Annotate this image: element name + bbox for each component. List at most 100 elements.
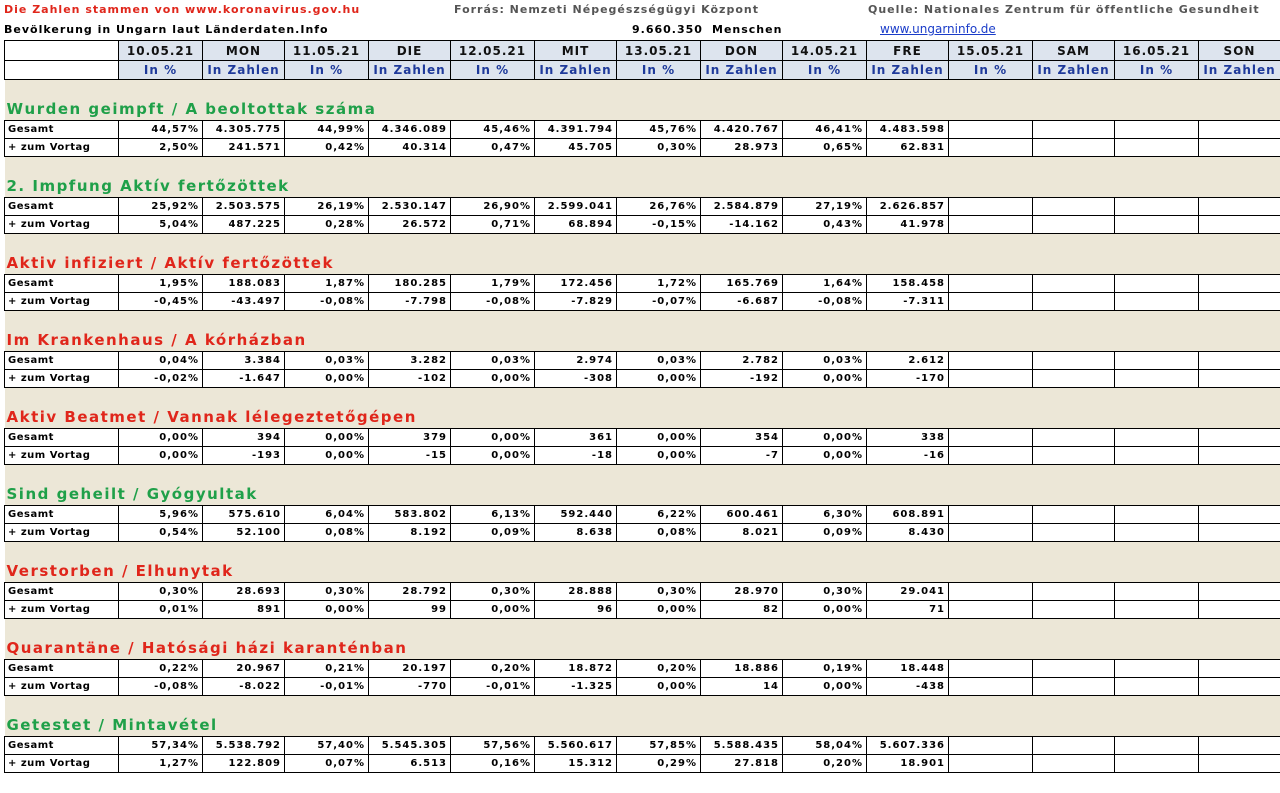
column-header: 16.05.21 bbox=[1114, 40, 1199, 61]
row-label: Gesamt bbox=[4, 659, 119, 678]
empty-cell bbox=[948, 659, 1033, 678]
column-header: MON bbox=[202, 40, 285, 61]
section-header: Aktiv Beatmet / Vannak lélegeztetőgépen bbox=[4, 387, 1280, 429]
population-value: 9.660.350 bbox=[632, 23, 703, 36]
value-cell: 14 bbox=[700, 677, 783, 696]
empty-cell bbox=[948, 677, 1033, 696]
value-cell: 46,41% bbox=[782, 120, 867, 139]
value-cell: 2.974 bbox=[534, 351, 617, 370]
empty-cell bbox=[948, 215, 1033, 234]
website-link[interactable]: www.ungarninfo.de bbox=[880, 22, 996, 36]
value-cell: -16 bbox=[866, 446, 949, 465]
section-header: Wurden geimpft / A beoltottak száma bbox=[4, 79, 1280, 121]
empty-cell bbox=[1114, 677, 1199, 696]
value-cell: 0,21% bbox=[284, 659, 369, 678]
value-cell: 0,00% bbox=[450, 600, 535, 619]
value-cell: 0,54% bbox=[118, 523, 203, 542]
value-cell: 0,00% bbox=[616, 600, 701, 619]
value-cell: 0,00% bbox=[118, 446, 203, 465]
value-cell: 0,71% bbox=[450, 215, 535, 234]
empty-cell bbox=[1032, 659, 1115, 678]
value-cell: 8.192 bbox=[368, 523, 451, 542]
value-cell: 68.894 bbox=[534, 215, 617, 234]
value-cell: 15.312 bbox=[534, 754, 617, 773]
table-row: + zum Vortag 0,00% -193 0,00% -15 0,00% -18 0,0… bbox=[4, 446, 1280, 465]
value-cell: 2.584.879 bbox=[700, 197, 783, 216]
empty-cell bbox=[1032, 754, 1115, 773]
empty-cell bbox=[1114, 274, 1199, 293]
value-cell: -0,08% bbox=[284, 292, 369, 311]
value-cell: 8.638 bbox=[534, 523, 617, 542]
empty-cell bbox=[1114, 523, 1199, 542]
empty-cell bbox=[1198, 736, 1280, 755]
row-label: Gesamt bbox=[4, 736, 119, 755]
value-cell: -18 bbox=[534, 446, 617, 465]
value-cell: 1,27% bbox=[118, 754, 203, 773]
value-cell: 2.626.857 bbox=[866, 197, 949, 216]
source-german: Quelle: Nationales Zentrum für öffentlic… bbox=[868, 3, 1260, 16]
column-subheader: In Zahlen bbox=[202, 60, 285, 80]
value-cell: 57,34% bbox=[118, 736, 203, 755]
value-cell: 2.782 bbox=[700, 351, 783, 370]
value-cell: 0,00% bbox=[284, 428, 369, 447]
value-cell: 4.420.767 bbox=[700, 120, 783, 139]
value-cell: 608.891 bbox=[866, 505, 949, 524]
row-label: + zum Vortag bbox=[4, 523, 119, 542]
value-cell: 0,19% bbox=[782, 659, 867, 678]
subheader-corner bbox=[4, 60, 119, 80]
column-header: 15.05.21 bbox=[948, 40, 1033, 61]
column-header: SON bbox=[1198, 40, 1280, 61]
empty-cell bbox=[948, 351, 1033, 370]
value-cell: 0,01% bbox=[118, 600, 203, 619]
empty-cell bbox=[1198, 351, 1280, 370]
value-cell: 338 bbox=[866, 428, 949, 447]
row-label: Gesamt bbox=[4, 120, 119, 139]
value-cell: 25,92% bbox=[118, 197, 203, 216]
empty-cell bbox=[948, 197, 1033, 216]
value-cell: -0,08% bbox=[450, 292, 535, 311]
row-label: + zum Vortag bbox=[4, 138, 119, 157]
value-cell: 71 bbox=[866, 600, 949, 619]
value-cell: 0,00% bbox=[284, 446, 369, 465]
value-cell: 40.314 bbox=[368, 138, 451, 157]
section-title: Sind geheilt / Gyógyultak bbox=[4, 464, 1280, 506]
value-cell: 122.809 bbox=[202, 754, 285, 773]
empty-cell bbox=[1114, 292, 1199, 311]
value-cell: -193 bbox=[202, 446, 285, 465]
table-row: + zum Vortag 1,27% 122.809 0,07% 6.513 0,16% 1… bbox=[4, 754, 1280, 773]
empty-cell bbox=[948, 754, 1033, 773]
value-cell: 18.886 bbox=[700, 659, 783, 678]
value-cell: 45,76% bbox=[616, 120, 701, 139]
table-row: + zum Vortag 2,50% 241.571 0,42% 40.314 0,47%… bbox=[4, 138, 1280, 157]
value-cell: 57,56% bbox=[450, 736, 535, 755]
source-hungarian: Forrás: Nemzeti Népegészségügyi Központ bbox=[454, 3, 759, 16]
empty-cell bbox=[1032, 428, 1115, 447]
section-title: 2. Impfung Aktív fertőzöttek bbox=[4, 156, 1280, 198]
value-cell: 1,95% bbox=[118, 274, 203, 293]
value-cell: 0,30% bbox=[616, 582, 701, 601]
empty-cell bbox=[1198, 369, 1280, 388]
empty-cell bbox=[948, 369, 1033, 388]
value-cell: 0,00% bbox=[782, 369, 867, 388]
table-row: + zum Vortag -0,45% -43.497 -0,08% -7.798 -0,… bbox=[4, 292, 1280, 311]
row-label: Gesamt bbox=[4, 428, 119, 447]
value-cell: 0,00% bbox=[616, 446, 701, 465]
value-cell: 241.571 bbox=[202, 138, 285, 157]
value-cell: 45.705 bbox=[534, 138, 617, 157]
value-cell: 0,09% bbox=[450, 523, 535, 542]
empty-cell bbox=[1114, 505, 1199, 524]
column-header: 12.05.21 bbox=[450, 40, 535, 61]
value-cell: 0,03% bbox=[616, 351, 701, 370]
column-header: DON bbox=[700, 40, 783, 61]
section-title: Wurden geimpft / A beoltottak száma bbox=[4, 79, 1280, 121]
value-cell: -192 bbox=[700, 369, 783, 388]
value-cell: 26,76% bbox=[616, 197, 701, 216]
empty-cell bbox=[1032, 446, 1115, 465]
value-cell: 0,00% bbox=[118, 428, 203, 447]
value-cell: 18.872 bbox=[534, 659, 617, 678]
value-cell: 2.530.147 bbox=[368, 197, 451, 216]
value-cell: 575.610 bbox=[202, 505, 285, 524]
empty-cell bbox=[948, 446, 1033, 465]
empty-cell bbox=[1114, 197, 1199, 216]
value-cell: 172.456 bbox=[534, 274, 617, 293]
